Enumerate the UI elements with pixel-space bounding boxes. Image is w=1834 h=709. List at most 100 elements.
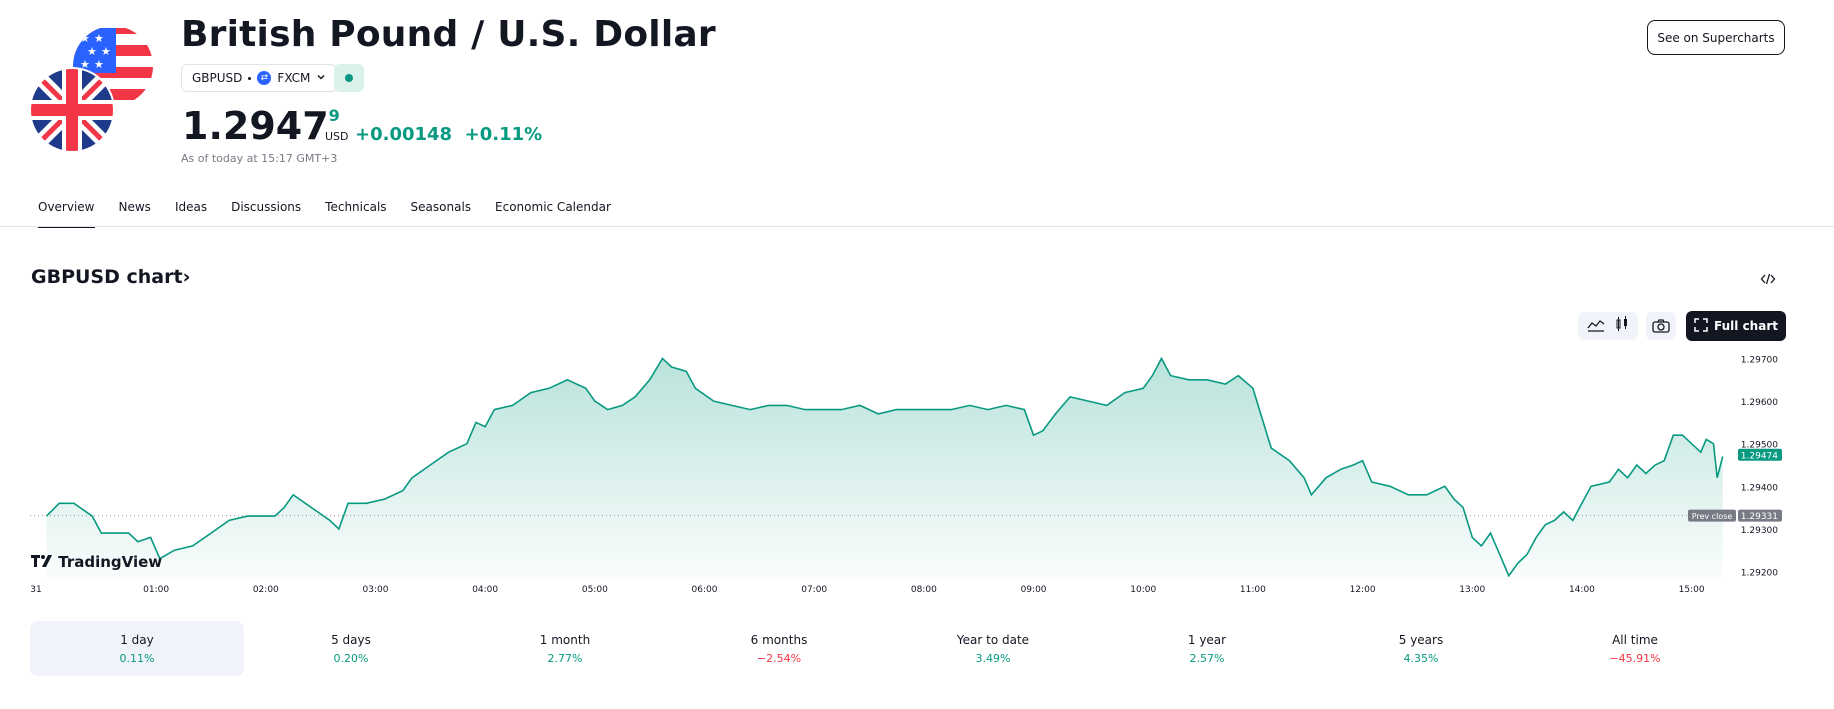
tab-discussions[interactable]: Discussions [231, 200, 302, 214]
current-price-badge [1738, 448, 1782, 461]
price-chart[interactable]: 1.29700 1.29600 1.29500 1.29400 1.29300 1.292… [0, 350, 1834, 600]
camera-icon[interactable] [1646, 312, 1676, 340]
period-year-to-date[interactable]: Year to date 3.49% [886, 621, 1100, 676]
svg-text:★: ★ [80, 58, 90, 71]
x-tick-label: 02:00 [253, 585, 279, 595]
chart-style-toggle [1578, 312, 1638, 340]
price-change: +0.00148 +0.11% [355, 124, 542, 145]
period-label: 6 months [750, 632, 808, 647]
tradingview-logo-icon [31, 553, 58, 571]
symbol-label: GBPUSD [192, 71, 243, 85]
period-value: 0.20% [333, 651, 369, 665]
x-tick-label: 01:00 [143, 585, 169, 595]
y-tick-label: 1.29300 [1741, 526, 1778, 536]
x-tick-label: 08:00 [911, 585, 937, 595]
prev-close-value-badge [1738, 509, 1782, 522]
period-5-years[interactable]: 5 years 4.35% [1314, 621, 1528, 676]
y-tick-label: 1.29700 [1741, 356, 1778, 366]
period-all-time[interactable]: All time −45.91% [1528, 621, 1742, 676]
tab-news[interactable]: News [118, 200, 151, 214]
current-price: 1.29479 [182, 104, 340, 148]
fullscreen-icon [1694, 317, 1708, 335]
line-style-icon[interactable] [1587, 317, 1605, 336]
x-tick-label: 10:00 [1130, 585, 1156, 595]
svg-text:★: ★ [101, 45, 111, 58]
separator-dot [248, 76, 252, 80]
candles-icon[interactable] [1615, 316, 1629, 336]
tradingview-logo[interactable]: TradingView [31, 553, 162, 571]
chart-title-link[interactable]: GBPUSD chart› [31, 266, 190, 288]
price-area-fill [46, 358, 1723, 580]
tab-technicals[interactable]: Technicals [325, 200, 387, 214]
svg-text:★: ★ [87, 45, 97, 58]
y-tick-label: 1.29500 [1741, 441, 1778, 451]
x-tick-label: 15:00 [1679, 585, 1705, 595]
prev-close-badge [1688, 509, 1736, 522]
chevron-down-icon [316, 71, 326, 85]
x-tick-label: 14:00 [1569, 585, 1595, 595]
x-tick-label: 03:00 [363, 585, 389, 595]
symbol-tabs: Overview News Ideas Discussions Technica… [38, 200, 635, 228]
prev-close-label: Prev close [1692, 512, 1733, 521]
period-6-months[interactable]: 6 months −2.54% [672, 621, 886, 676]
current-price-label: 1.29474 [1741, 451, 1778, 461]
period-label: 1 year [1187, 632, 1227, 647]
x-tick-label: 11:00 [1240, 585, 1266, 595]
period-1-month[interactable]: 1 month 2.77% [458, 621, 672, 676]
see-on-supercharts-button[interactable]: See on Supercharts [1647, 20, 1785, 55]
period-value: 0.11% [119, 651, 155, 665]
tab-overview[interactable]: Overview [38, 200, 95, 228]
x-tick-label: 12:00 [1350, 585, 1376, 595]
price-currency: USD [325, 130, 349, 143]
symbol-exchange-selector[interactable]: GBPUSD ⇄ FXCM [181, 64, 338, 92]
period-label: 1 month [539, 632, 591, 647]
page-title: British Pound / U.S. Dollar [181, 14, 716, 55]
period-value: 2.57% [1189, 651, 1225, 665]
period-value: −2.54% [756, 651, 802, 665]
x-tick-label: 09:00 [1021, 585, 1047, 595]
change-absolute: +0.00148 [355, 124, 453, 145]
y-tick-label: 1.29600 [1741, 398, 1778, 408]
market-status-badge[interactable] [334, 64, 364, 92]
tab-economic-calendar[interactable]: Economic Calendar [495, 200, 611, 214]
currency-flags-icon: ★ ★ ★ ★ ★ ★ [29, 26, 162, 158]
period-value: 2.77% [547, 651, 583, 665]
period-label: Year to date [956, 632, 1030, 647]
period-label: All time [1612, 632, 1658, 647]
period-label: 5 years [1398, 632, 1444, 647]
svg-text:★: ★ [94, 58, 104, 71]
exchange-label: FXCM [277, 71, 311, 85]
code-icon[interactable] [1760, 271, 1776, 290]
tab-seasonals[interactable]: Seasonals [410, 200, 472, 214]
full-chart-label: Full chart [1714, 319, 1778, 333]
fxcm-icon: ⇄ [257, 71, 272, 85]
as-of-timestamp: As of today at 15:17 GMT+3 [181, 152, 338, 165]
status-dot-icon [345, 74, 353, 82]
x-tick-label: 31 [30, 585, 41, 595]
y-tick-label: 1.29200 [1741, 568, 1778, 578]
price-fraction: 9 [328, 106, 340, 125]
price-main: 1.2947 [182, 104, 329, 148]
period-performance-tabs: 1 day 0.11% 5 days 0.20% 1 month 2.77% 6… [30, 621, 1786, 676]
period-label: 1 day [120, 632, 154, 647]
period-value: 3.49% [975, 651, 1011, 665]
tradingview-logo-text: TradingView [58, 553, 163, 571]
y-tick-label: 1.29400 [1741, 483, 1778, 493]
x-tick-label: 04:00 [472, 585, 498, 595]
full-chart-button[interactable]: Full chart [1686, 311, 1786, 341]
period-1-year[interactable]: 1 year 2.57% [1100, 621, 1314, 676]
chart-title: GBPUSD chart [31, 266, 183, 288]
x-tick-label: 05:00 [582, 585, 608, 595]
prev-close-value: 1.29331 [1741, 512, 1778, 522]
period-1-day[interactable]: 1 day 0.11% [30, 621, 244, 676]
price-line [45, 356, 1724, 578]
x-tick-label: 07:00 [801, 585, 827, 595]
x-tick-label: 06:00 [692, 585, 718, 595]
chevron-right-icon: › [182, 266, 191, 288]
x-tick-label: 13:00 [1459, 585, 1485, 595]
tab-ideas[interactable]: Ideas [174, 200, 208, 214]
period-5-days[interactable]: 5 days 0.20% [244, 621, 458, 676]
tabs-divider [0, 226, 1834, 227]
svg-text:★: ★ [80, 32, 90, 45]
period-value: −45.91% [1609, 651, 1661, 665]
